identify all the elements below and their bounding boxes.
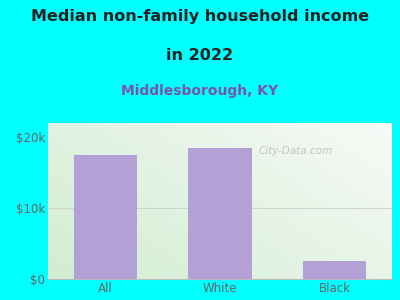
Bar: [303, 261, 366, 279]
Bar: [188, 148, 252, 279]
Bar: [74, 155, 137, 279]
Text: City-Data.com: City-Data.com: [259, 146, 333, 156]
Text: Middlesborough, KY: Middlesborough, KY: [122, 84, 278, 98]
Text: Median non-family household income: Median non-family household income: [31, 9, 369, 24]
Text: in 2022: in 2022: [166, 48, 234, 63]
